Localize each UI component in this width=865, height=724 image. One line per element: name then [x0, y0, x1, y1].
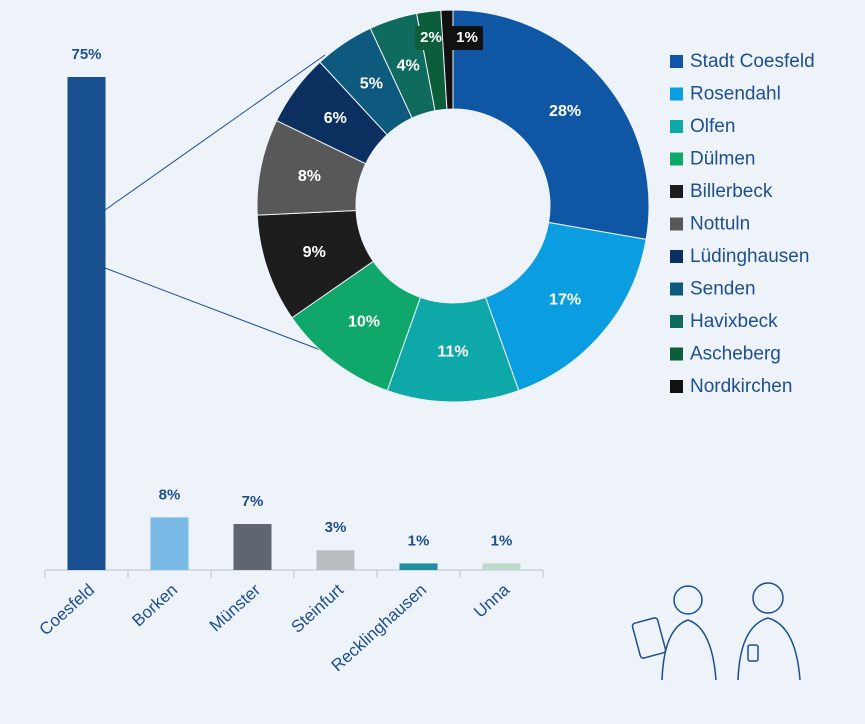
legend-label: Billerbeck	[690, 181, 773, 202]
bar	[150, 517, 189, 570]
legend-label: Nordkirchen	[690, 376, 792, 397]
data-label: 10%	[348, 314, 380, 331]
legend-label: Stadt Coesfeld	[690, 51, 815, 72]
legend-label: Olfen	[690, 116, 735, 137]
data-label: 8%	[159, 486, 181, 503]
legend-swatch	[670, 380, 683, 393]
data-label: 8%	[298, 168, 321, 185]
legend-label: Senden	[690, 279, 756, 300]
data-label: 11%	[437, 344, 468, 361]
donut-slice	[484, 221, 647, 392]
legend-swatch	[670, 282, 683, 296]
legend-swatch	[670, 152, 683, 166]
data-label: 1%	[491, 532, 513, 549]
bar	[233, 523, 272, 570]
legend-swatch	[670, 120, 683, 133]
legend-label: Dülmen	[690, 149, 755, 170]
legend-swatch	[670, 87, 683, 101]
legend-label: Havixbeck	[690, 311, 778, 332]
data-label: 6%	[324, 110, 347, 127]
connector-line	[104, 54, 326, 211]
data-label: 1%	[456, 29, 478, 46]
data-label: 5%	[360, 76, 383, 93]
data-label: 28%	[549, 103, 581, 120]
data-label: 9%	[303, 244, 326, 261]
legend-swatch	[670, 185, 683, 198]
legend-label: Ascheberg	[690, 344, 781, 365]
legend-swatch	[670, 55, 683, 68]
legend-label: Nottuln	[690, 214, 750, 235]
donut-slice	[452, 9, 650, 240]
legend-label: Rosendahl	[690, 84, 781, 105]
legend-swatch	[670, 347, 683, 361]
data-label: 7%	[242, 493, 264, 510]
data-label: 17%	[549, 292, 581, 309]
legend-swatch	[670, 217, 683, 231]
legend-swatch	[670, 315, 683, 328]
bar	[399, 563, 438, 570]
data-label: 75%	[71, 46, 101, 63]
bar	[482, 563, 521, 570]
label-box	[451, 26, 483, 50]
legend-swatch	[670, 250, 683, 263]
legend-label: Lüdinghausen	[690, 246, 809, 267]
data-label: 2%	[420, 29, 442, 46]
bar	[67, 77, 106, 570]
bar	[316, 550, 355, 570]
connector-line	[104, 267, 361, 366]
data-label: 4%	[397, 58, 420, 75]
data-label: 3%	[325, 519, 347, 536]
data-label: 1%	[408, 532, 430, 549]
donut-slice	[440, 9, 454, 110]
people-illustration	[631, 582, 801, 681]
